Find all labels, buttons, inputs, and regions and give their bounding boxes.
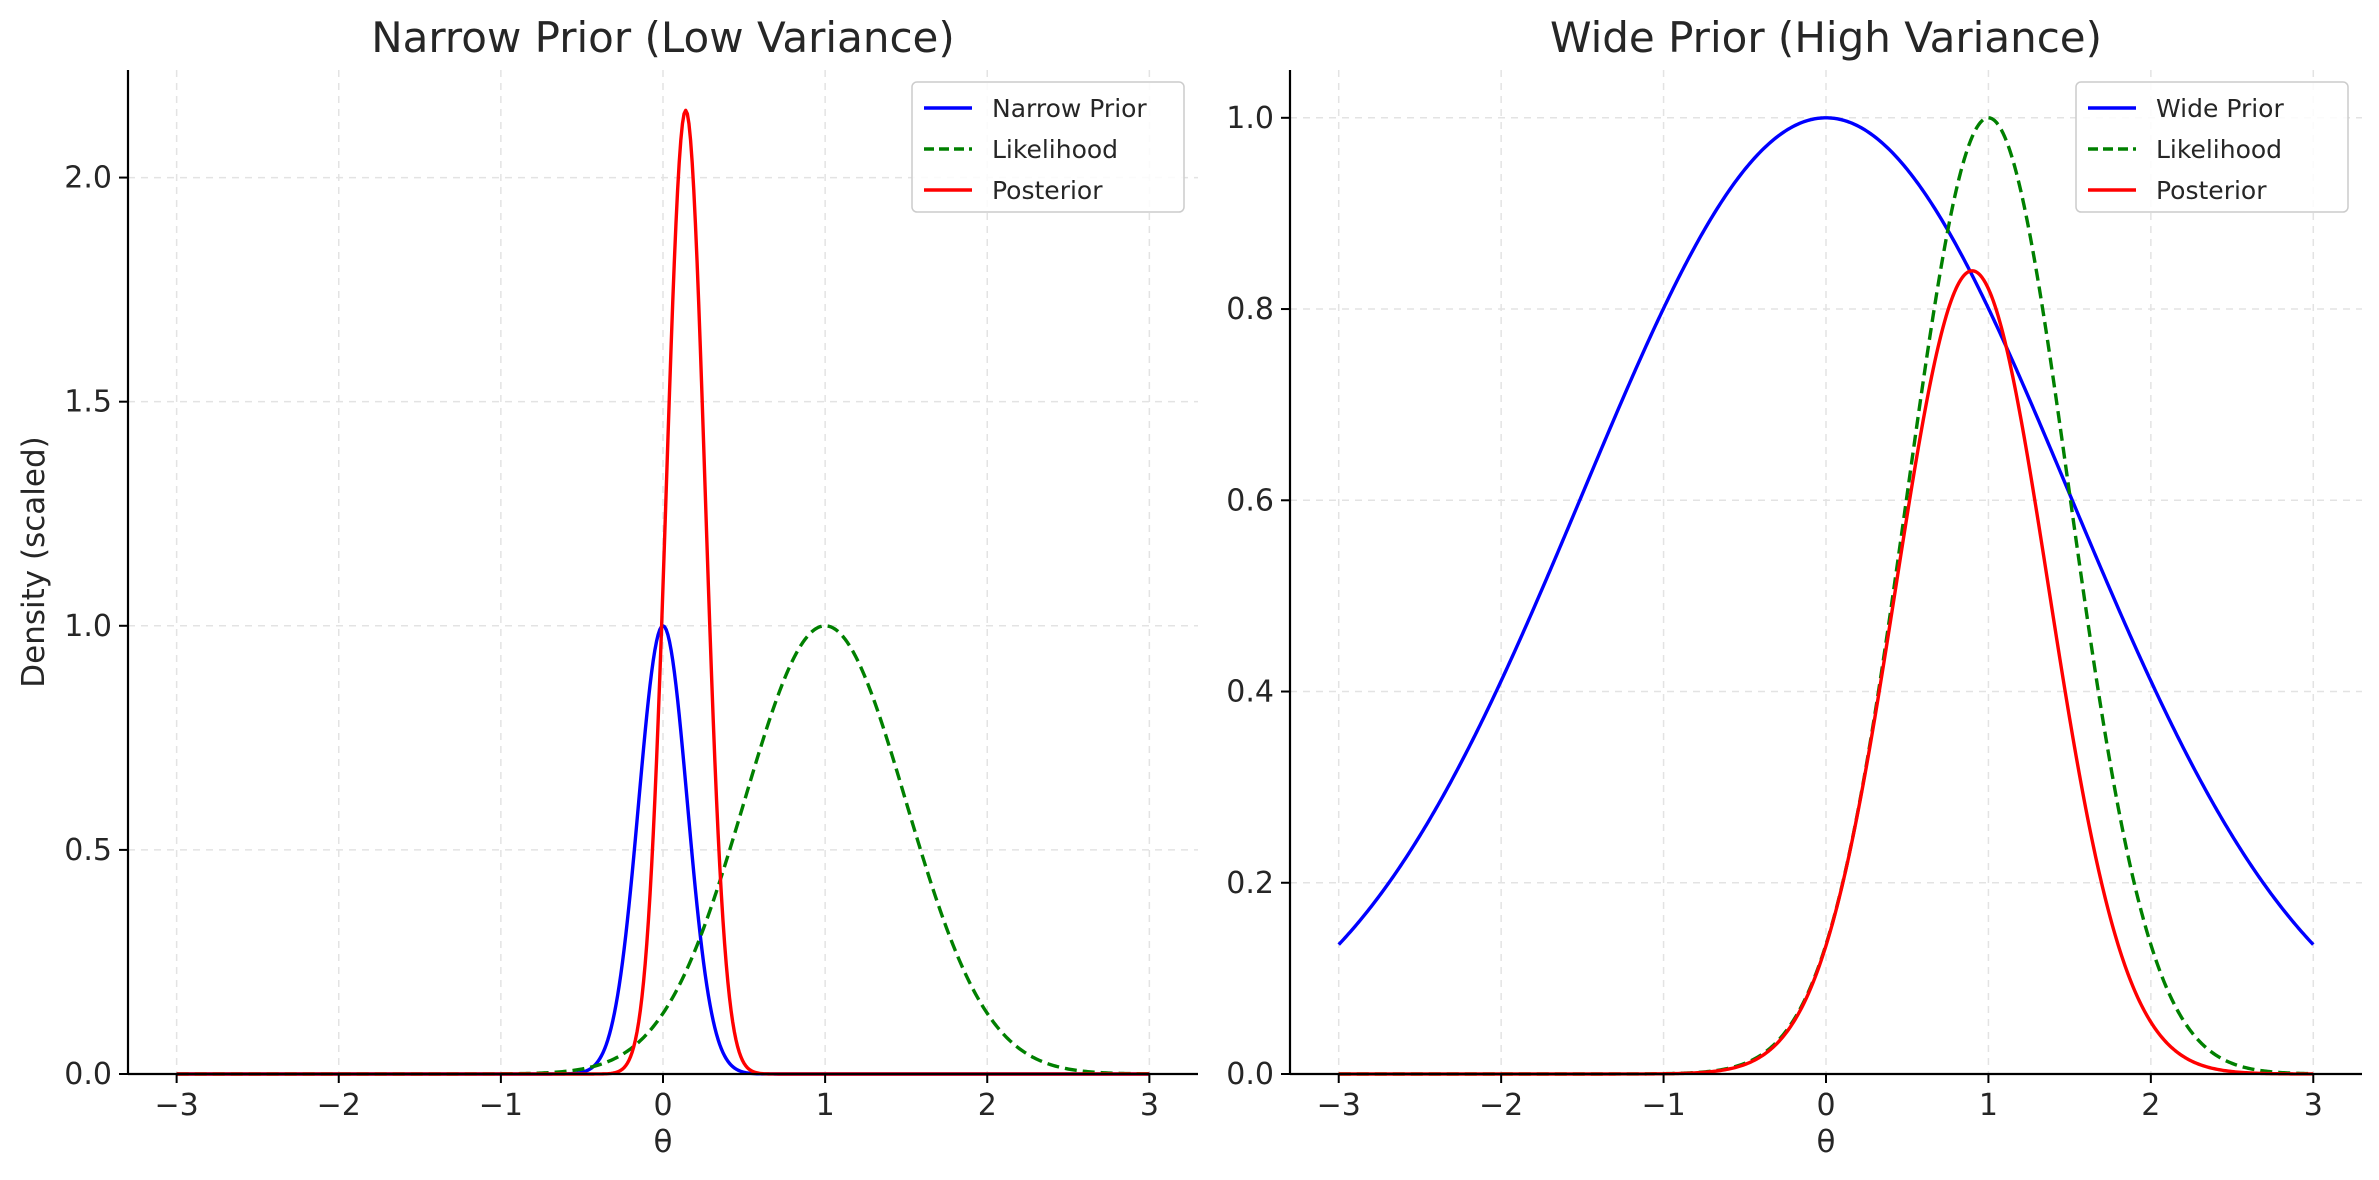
y-tick-label: 0.2 [1226,866,1274,901]
x-tick-label: 1 [1979,1088,1998,1123]
legend-label-narrow-prior: Narrow Prior [992,94,1147,123]
x-axis-label: θ [1817,1124,1836,1160]
y-tick-label: 2.0 [64,161,112,196]
legend-label-posterior: Posterior [2156,176,2267,205]
x-tick-label: 0 [1816,1088,1835,1123]
legend-label-likelihood: Likelihood [992,135,1118,164]
chart-title: Wide Prior (High Variance) [1550,13,2102,62]
legend-box [2075,81,2349,213]
y-tick-label: 0.0 [64,1057,112,1092]
x-tick-label: 3 [2304,1088,2323,1123]
y-axis-label: Density (scaled) [16,436,52,687]
x-tick-label: 0 [653,1088,672,1123]
chart-panel-narrow-prior: −3 −2 −1 0 1 2 3 0.0 0.5 1.0 1.5 2.0 Narrow Prior (L… [16,13,1198,1160]
legend-label-likelihood: Likelihood [2156,135,2282,164]
y-tick-label: 0.8 [1226,292,1274,327]
x-axis-label: θ [654,1124,673,1160]
x-tick-label: −2 [317,1088,361,1123]
x-tick-label: −3 [155,1088,199,1123]
legend-box [911,81,1185,213]
series-line-wide-prior [1337,116,2315,946]
y-tick-label: 0.5 [64,833,112,868]
legend-label-posterior: Posterior [992,176,1103,205]
x-tick-label: 1 [816,1088,835,1123]
x-tick-label: −1 [479,1088,523,1123]
legend-label-wide-prior: Wide Prior [2156,94,2284,123]
x-tick-label: −1 [1641,1088,1685,1123]
x-tick-label: −3 [1317,1088,1361,1123]
y-tick-label: 1.5 [64,385,112,420]
legend: Narrow Prior Likelihood Posterior [911,81,1185,213]
x-tick-label: −2 [1479,1088,1523,1123]
chart-panel-wide-prior: −3 −2 −1 0 1 2 3 0.0 0.2 0.4 0.6 0.8 1.0 Wide Prior (… [1226,13,2362,1160]
y-tick-label: 0.0 [1226,1057,1274,1092]
legend: Wide Prior Likelihood Posterior [2075,81,2349,213]
x-tick-label: 3 [1140,1088,1159,1123]
y-tick-label: 0.6 [1226,483,1274,518]
x-tick-label: 2 [2141,1088,2160,1123]
y-tick-label: 0.4 [1226,675,1274,710]
chart-title: Narrow Prior (Low Variance) [371,13,955,62]
x-tick-label: 2 [978,1088,997,1123]
y-tick-label: 1.0 [1226,101,1274,136]
y-tick-label: 1.0 [64,609,112,644]
